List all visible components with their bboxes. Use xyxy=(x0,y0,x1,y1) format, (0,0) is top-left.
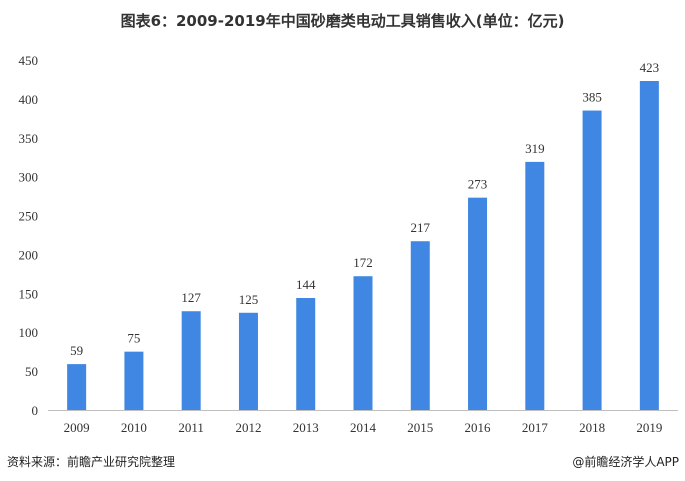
x-tick-label: 2009 xyxy=(64,420,90,435)
bar-2017 xyxy=(525,161,545,410)
data-label: 273 xyxy=(468,177,488,192)
y-tick-label: 350 xyxy=(19,131,39,146)
data-label: 423 xyxy=(640,60,660,75)
y-tick-label: 0 xyxy=(32,403,39,418)
source-note: 资料来源：前瞻产业研究院整理 xyxy=(7,455,176,469)
bar-2013 xyxy=(296,298,316,410)
bar-2016 xyxy=(468,197,488,410)
x-tick-label: 2013 xyxy=(293,420,319,435)
bar-2019 xyxy=(639,81,659,410)
x-tick-label: 2010 xyxy=(121,420,147,435)
data-label: 127 xyxy=(181,290,201,305)
y-tick-label: 50 xyxy=(25,364,38,379)
x-tick-label: 2015 xyxy=(407,420,433,435)
y-tick-label: 150 xyxy=(19,286,39,301)
bar-2015 xyxy=(410,241,430,410)
x-tick-label: 2011 xyxy=(178,420,204,435)
y-tick-label: 450 xyxy=(19,53,39,68)
data-label: 144 xyxy=(296,277,316,292)
data-label: 217 xyxy=(411,220,431,235)
y-tick-label: 250 xyxy=(19,209,39,224)
x-tick-label: 2016 xyxy=(465,420,492,435)
chart-title: 图表6：2009-2019年中国砂磨类电动工具销售收入(单位：亿元) xyxy=(120,12,565,30)
data-label: 125 xyxy=(239,292,259,307)
x-tick-label: 2012 xyxy=(235,420,261,435)
bar-2014 xyxy=(353,276,373,410)
x-tick-label: 2019 xyxy=(636,420,662,435)
y-tick-label: 200 xyxy=(19,247,39,262)
x-tick-label: 2014 xyxy=(350,420,377,435)
x-tick-label: 2018 xyxy=(579,420,605,435)
bar-2012 xyxy=(238,312,258,410)
data-label: 319 xyxy=(525,141,545,156)
credit-note: @前瞻经济学人APP xyxy=(572,455,679,469)
bar-2018 xyxy=(582,110,602,411)
data-label: 385 xyxy=(582,90,602,105)
data-label: 75 xyxy=(127,331,140,346)
y-tick-label: 300 xyxy=(19,170,39,185)
bar-2011 xyxy=(181,311,201,410)
bar-2010 xyxy=(124,351,144,410)
data-label: 172 xyxy=(353,255,373,270)
y-tick-label: 400 xyxy=(19,92,39,107)
y-tick-label: 100 xyxy=(19,325,39,340)
data-label: 59 xyxy=(70,343,83,358)
x-tick-label: 2017 xyxy=(522,420,549,435)
bar-2009 xyxy=(67,364,87,410)
